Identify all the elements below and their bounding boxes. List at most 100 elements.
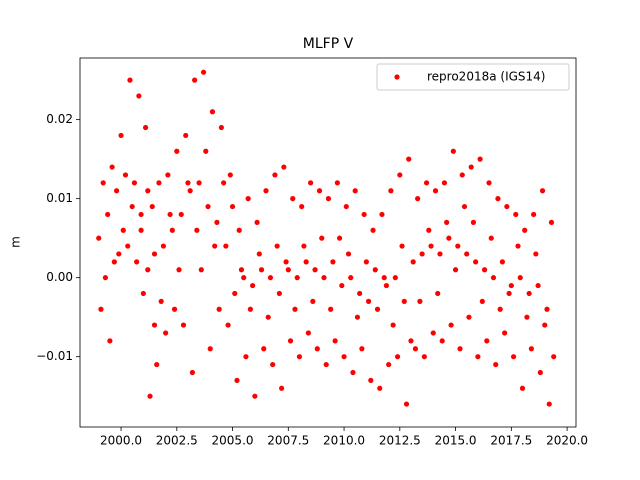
data-point [406,156,412,162]
data-point [497,306,503,312]
data-point [479,298,485,304]
y-tick-label: −0.01 [36,349,73,363]
data-point [96,235,102,241]
data-point [464,251,470,257]
data-point [212,243,218,249]
legend-label: repro2018a (IGS14) [427,70,545,84]
data-point [432,188,439,194]
data-point [174,148,180,154]
data-point [506,290,512,297]
data-point [98,306,104,312]
data-point [111,259,117,265]
data-point [120,227,126,233]
data-point [397,172,403,178]
data-point [361,211,367,218]
y-axis-label: m [9,236,23,248]
data-point [127,77,133,83]
data-point [274,243,280,249]
data-point [218,124,224,131]
data-point [403,401,410,407]
data-point [544,306,550,312]
data-point [256,251,262,257]
data-point [301,243,307,249]
data-point [548,219,555,225]
data-point [118,132,124,139]
x-tick-label: 2005.0 [212,434,254,448]
x-tick-label: 2020.0 [546,434,588,448]
x-tick-label: 2017.5 [490,434,532,448]
data-point [229,203,236,210]
data-point [381,275,387,281]
data-point [102,275,109,281]
data-point [383,282,390,289]
data-point [192,77,198,83]
legend-box [376,63,570,91]
data-point [263,188,269,194]
data-point [205,203,211,210]
data-point [296,354,303,360]
data-point [531,211,537,218]
data-point [504,203,510,210]
data-point [475,354,481,360]
y-tick-label: 0.02 [46,112,73,126]
data-point [392,275,398,281]
data-point [450,148,456,154]
data-point [493,361,499,368]
data-point [316,188,323,194]
data-point [328,306,334,312]
data-point [105,211,111,218]
data-point [285,267,291,273]
data-point [258,267,265,273]
data-point [459,172,465,178]
data-point [410,259,416,265]
data-point [457,346,463,352]
data-point [223,243,229,249]
data-point [370,227,376,233]
data-point [551,354,557,360]
data-point [276,290,282,297]
data-point [134,259,140,265]
data-point [160,243,167,249]
data-point [345,251,352,257]
data-point [473,259,479,265]
data-point [151,251,158,257]
data-point [426,227,432,233]
data-point [140,290,146,297]
data-point [200,69,207,75]
data-point [368,377,374,383]
data-point [142,124,149,131]
data-point [502,330,508,336]
data-point [321,275,327,281]
data-point [151,322,158,328]
data-point [423,180,430,186]
data-point [189,369,196,376]
data-point [374,306,381,312]
data-point [452,267,459,273]
data-point [495,196,501,202]
chart-title: MLFP V [303,36,354,52]
data-point [350,369,356,376]
data-point [439,338,445,344]
data-point [341,354,347,360]
data-point [238,267,245,273]
data-point [303,259,309,265]
data-point [196,180,202,186]
data-point [145,267,151,273]
data-point [125,243,131,249]
data-point [225,322,231,328]
data-point [136,93,142,99]
plot-area [96,69,557,407]
data-point [319,235,325,241]
data-point [138,227,144,233]
data-point [169,227,175,233]
y-tick-label: 0.00 [46,270,73,284]
data-point [214,219,220,225]
data-point [330,259,336,265]
data-point [209,109,216,115]
data-point [499,259,506,265]
data-point [481,267,488,273]
data-point [323,361,329,368]
data-point [122,172,129,178]
data-point [187,188,193,194]
data-point [241,275,247,281]
